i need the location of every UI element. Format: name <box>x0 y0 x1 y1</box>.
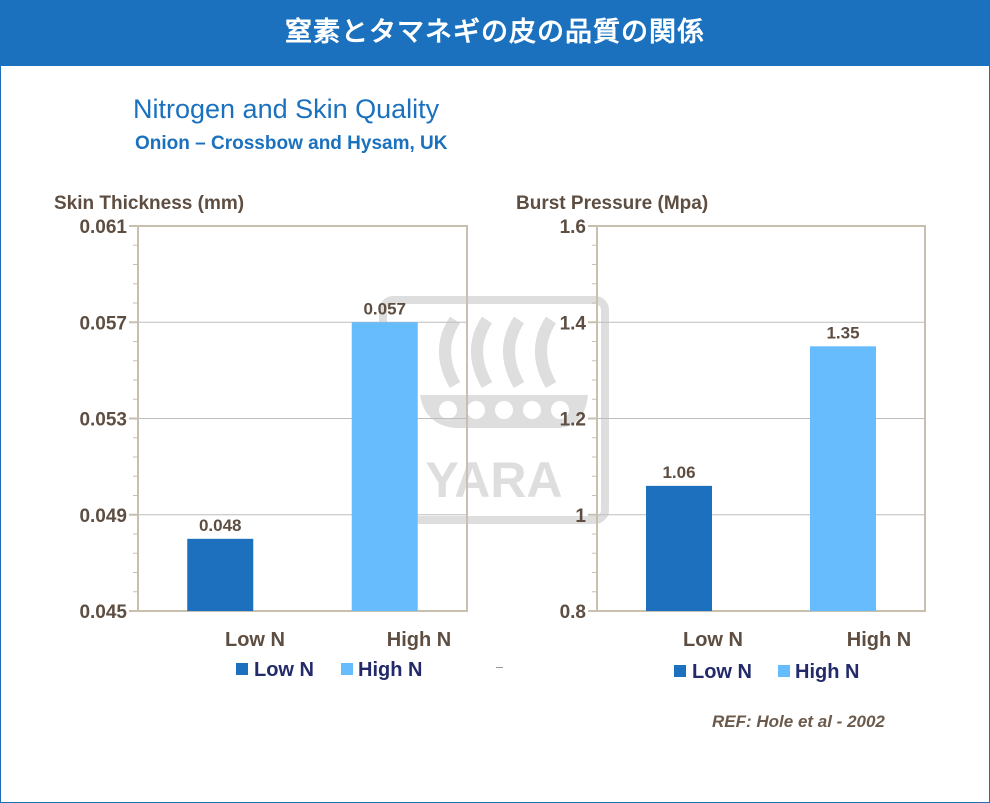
bar-low-n <box>187 538 254 611</box>
y-tick-label: 0.053 <box>79 410 127 431</box>
bar-high-n <box>810 346 876 611</box>
chart-subtitle: Onion – Crossbow and Hysam, UK <box>135 133 448 154</box>
y-tick-label: 1.4 <box>560 313 587 334</box>
data-label: 0.048 <box>199 516 242 535</box>
legend-label: Low N <box>692 661 752 683</box>
y-tick-label: 0.049 <box>79 506 127 527</box>
legend-swatch <box>674 665 686 677</box>
chart-title: Nitrogen and Skin Quality <box>133 94 440 124</box>
x-category-label: Low N <box>683 629 743 651</box>
y-tick-label: 1.6 <box>560 217 586 238</box>
x-category-label: Low N <box>225 629 285 651</box>
legend-swatch <box>341 663 353 675</box>
legend-label: High N <box>795 661 859 683</box>
burst-pressure-chart: Burst Pressure (Mpa) 0.8 1 1.2 1.4 1.6 1.06 1… <box>516 193 926 683</box>
legend-label: High N <box>358 659 422 681</box>
data-label: 0.057 <box>363 299 406 318</box>
y-tick-label: 0.061 <box>79 217 127 238</box>
legend-label: Low N <box>254 659 314 681</box>
skin-thickness-chart: Skin Thickness (mm) 0.045 0.049 0.053 0.057… <box>54 193 468 681</box>
divider-mark <box>496 667 503 668</box>
data-label: 1.06 <box>662 463 695 482</box>
y-tick-label: 1.2 <box>560 410 586 431</box>
x-category-label: High N <box>387 629 451 651</box>
x-category-label: High N <box>847 629 911 651</box>
reference-citation: REF: Hole et al - 2002 <box>712 712 885 731</box>
chart1-y-axis-label: Skin Thickness (mm) <box>54 193 244 214</box>
watermark-text: YARA <box>425 452 562 508</box>
y-tick-label: 0.045 <box>79 602 127 623</box>
bar-high-n <box>351 322 418 611</box>
legend-swatch <box>778 665 790 677</box>
legend-swatch <box>236 663 248 675</box>
chart2-y-axis-label: Burst Pressure (Mpa) <box>516 193 708 214</box>
y-tick-label: 0.8 <box>560 602 586 623</box>
banner-title: 窒素とタマネギの皮の品質の関係 <box>0 0 990 66</box>
bar-low-n <box>646 485 712 611</box>
y-tick-label: 1 <box>575 506 586 527</box>
data-label: 1.35 <box>826 323 859 342</box>
y-tick-label: 0.057 <box>79 313 127 334</box>
